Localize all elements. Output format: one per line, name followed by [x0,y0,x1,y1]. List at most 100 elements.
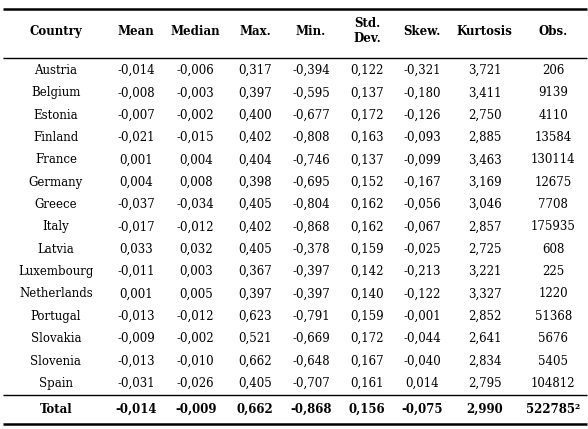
Text: 0,142: 0,142 [350,265,384,278]
Text: 1220: 1220 [539,287,568,300]
Text: 7708: 7708 [539,198,568,211]
Text: -0,001: -0,001 [403,310,441,323]
Text: -0,067: -0,067 [403,221,441,233]
Text: -0,040: -0,040 [403,354,441,368]
Text: 4110: 4110 [539,109,568,122]
Text: -0,791: -0,791 [292,310,330,323]
Text: 5676: 5676 [538,332,569,345]
Text: -0,037: -0,037 [118,198,155,211]
Text: 0,405: 0,405 [238,243,272,256]
Text: 2,990: 2,990 [466,403,503,416]
Text: -0,868: -0,868 [292,221,330,233]
Text: Netherlands: Netherlands [19,287,93,300]
Text: 0,001: 0,001 [119,287,153,300]
Text: -0,017: -0,017 [118,221,155,233]
Text: 0,003: 0,003 [179,265,212,278]
Text: -0,034: -0,034 [177,198,215,211]
Text: 0,404: 0,404 [238,153,272,166]
Text: -0,025: -0,025 [403,243,441,256]
Text: -0,044: -0,044 [403,332,441,345]
Text: 0,137: 0,137 [350,153,384,166]
Text: -0,321: -0,321 [403,64,440,77]
Text: -0,126: -0,126 [403,109,440,122]
Text: 3,046: 3,046 [467,198,502,211]
Text: 0,172: 0,172 [350,332,384,345]
Text: 0,662: 0,662 [236,403,273,416]
Text: Country: Country [29,24,82,38]
Text: 0,400: 0,400 [238,109,272,122]
Text: -0,006: -0,006 [177,64,215,77]
Text: 608: 608 [542,243,564,256]
Text: 3,721: 3,721 [468,64,502,77]
Text: Min.: Min. [296,24,326,38]
Text: -0,213: -0,213 [403,265,440,278]
Text: -0,010: -0,010 [177,354,215,368]
Text: 0,623: 0,623 [238,310,272,323]
Text: -0,021: -0,021 [118,131,155,144]
Text: -0,002: -0,002 [177,332,215,345]
Text: -0,031: -0,031 [118,377,155,390]
Text: -0,093: -0,093 [403,131,441,144]
Text: -0,707: -0,707 [292,377,330,390]
Text: 130114: 130114 [531,153,576,166]
Text: 0,317: 0,317 [238,64,272,77]
Text: 3,327: 3,327 [468,287,502,300]
Text: 3,411: 3,411 [468,86,502,99]
Text: 0,156: 0,156 [349,403,385,416]
Text: Italy: Italy [42,221,69,233]
Text: 2,885: 2,885 [468,131,502,144]
Text: -0,397: -0,397 [292,265,330,278]
Text: 0,004: 0,004 [179,153,212,166]
Text: 0,405: 0,405 [238,377,272,390]
Text: 0,172: 0,172 [350,109,384,122]
Text: Germany: Germany [29,176,83,189]
Text: -0,075: -0,075 [401,403,443,416]
Text: 2,852: 2,852 [468,310,502,323]
Text: 3,463: 3,463 [467,153,502,166]
Text: Skew.: Skew. [403,24,440,38]
Text: 51368: 51368 [534,310,572,323]
Text: Greece: Greece [35,198,77,211]
Text: -0,056: -0,056 [403,198,441,211]
Text: -0,002: -0,002 [177,109,215,122]
Text: 0,122: 0,122 [350,64,383,77]
Text: -0,394: -0,394 [292,64,330,77]
Text: 0,367: 0,367 [238,265,272,278]
Text: 0,398: 0,398 [238,176,272,189]
Text: -0,008: -0,008 [118,86,155,99]
Text: 206: 206 [542,64,564,77]
Text: 0,662: 0,662 [238,354,272,368]
Text: -0,804: -0,804 [292,198,330,211]
Text: Obs.: Obs. [539,24,568,38]
Text: -0,677: -0,677 [292,109,330,122]
Text: -0,015: -0,015 [177,131,215,144]
Text: -0,009: -0,009 [118,332,155,345]
Text: Portugal: Portugal [31,310,81,323]
Text: -0,378: -0,378 [292,243,330,256]
Text: Luxembourg: Luxembourg [18,265,93,278]
Text: -0,099: -0,099 [403,153,441,166]
Text: -0,012: -0,012 [177,310,215,323]
Text: 0,137: 0,137 [350,86,384,99]
Text: 2,857: 2,857 [468,221,502,233]
Text: 0,159: 0,159 [350,243,384,256]
Text: -0,868: -0,868 [290,403,332,416]
Text: 0,014: 0,014 [405,377,439,390]
Text: 0,001: 0,001 [119,153,153,166]
Text: Slovakia: Slovakia [31,332,81,345]
Text: -0,014: -0,014 [118,64,155,77]
Text: -0,009: -0,009 [175,403,216,416]
Text: 0,402: 0,402 [238,221,272,233]
Text: 2,750: 2,750 [468,109,502,122]
Text: Belgium: Belgium [31,86,81,99]
Text: 0,005: 0,005 [179,287,212,300]
Text: France: France [35,153,77,166]
Text: -0,648: -0,648 [292,354,330,368]
Text: Slovenia: Slovenia [31,354,81,368]
Text: -0,122: -0,122 [403,287,440,300]
Text: Kurtosis: Kurtosis [457,24,513,38]
Text: -0,397: -0,397 [292,287,330,300]
Text: 0,140: 0,140 [350,287,384,300]
Text: Latvia: Latvia [38,243,74,256]
Text: Spain: Spain [39,377,73,390]
